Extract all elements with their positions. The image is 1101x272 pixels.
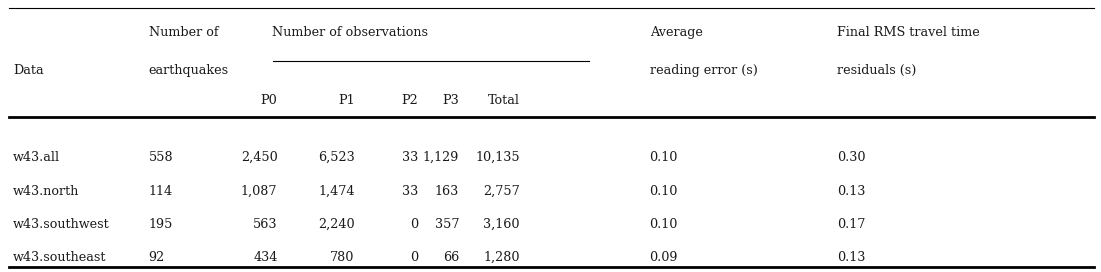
Text: 6,523: 6,523 [318, 151, 355, 164]
Text: 558: 558 [149, 151, 173, 164]
Text: 0.10: 0.10 [650, 185, 678, 198]
Text: 33: 33 [402, 151, 418, 164]
Text: 2,240: 2,240 [318, 218, 355, 231]
Text: 0.30: 0.30 [837, 151, 865, 164]
Text: P3: P3 [443, 94, 459, 107]
Text: 2,757: 2,757 [483, 185, 520, 198]
Text: residuals (s): residuals (s) [837, 64, 916, 77]
Text: 0.10: 0.10 [650, 151, 678, 164]
Text: earthquakes: earthquakes [149, 64, 229, 77]
Text: 114: 114 [149, 185, 173, 198]
Text: Number of: Number of [149, 26, 218, 39]
Text: 1,087: 1,087 [241, 185, 277, 198]
Text: 1,474: 1,474 [318, 185, 355, 198]
Text: 434: 434 [253, 251, 277, 264]
Text: Final RMS travel time: Final RMS travel time [837, 26, 980, 39]
Text: 0.13: 0.13 [837, 251, 865, 264]
Text: Number of observations: Number of observations [272, 26, 428, 39]
Text: Average: Average [650, 26, 702, 39]
Text: Total: Total [488, 94, 520, 107]
Text: 66: 66 [443, 251, 459, 264]
Text: 163: 163 [435, 185, 459, 198]
Text: 0: 0 [411, 218, 418, 231]
Text: 780: 780 [330, 251, 355, 264]
Text: reading error (s): reading error (s) [650, 64, 757, 77]
Text: P2: P2 [402, 94, 418, 107]
Text: Data: Data [13, 64, 44, 77]
Text: P0: P0 [261, 94, 277, 107]
Text: 1,280: 1,280 [483, 251, 520, 264]
Text: 33: 33 [402, 185, 418, 198]
Text: 3,160: 3,160 [483, 218, 520, 231]
Text: 92: 92 [149, 251, 165, 264]
Text: 0.10: 0.10 [650, 218, 678, 231]
Text: 195: 195 [149, 218, 173, 231]
Text: 357: 357 [435, 218, 459, 231]
Text: P1: P1 [338, 94, 355, 107]
Text: 2,450: 2,450 [241, 151, 277, 164]
Text: 0.13: 0.13 [837, 185, 865, 198]
Text: w43.southeast: w43.southeast [13, 251, 107, 264]
Text: 10,135: 10,135 [475, 151, 520, 164]
Text: 1,129: 1,129 [423, 151, 459, 164]
Text: w43.all: w43.all [13, 151, 61, 164]
Text: 563: 563 [253, 218, 277, 231]
Text: 0.17: 0.17 [837, 218, 865, 231]
Text: 0: 0 [411, 251, 418, 264]
Text: w43.north: w43.north [13, 185, 79, 198]
Text: 0.09: 0.09 [650, 251, 678, 264]
Text: w43.southwest: w43.southwest [13, 218, 110, 231]
